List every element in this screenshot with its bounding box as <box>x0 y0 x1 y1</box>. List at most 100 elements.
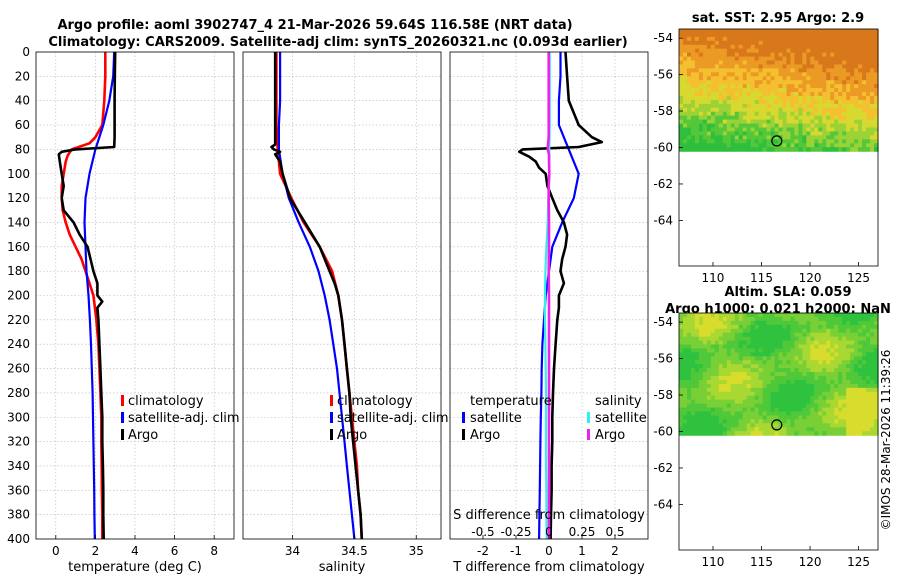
heatmap-cell <box>758 372 764 377</box>
x-tick-label: 34 <box>285 544 300 558</box>
heatmap-cell <box>798 313 803 318</box>
heatmap-cell <box>690 336 696 342</box>
heatmap-cell <box>754 313 760 318</box>
heatmap-cell <box>742 131 748 136</box>
heatmap-cell <box>714 127 720 133</box>
heatmap-cell <box>806 80 811 85</box>
heatmap-cell <box>714 431 720 436</box>
heatmap-cell <box>714 336 720 342</box>
heatmap-cell <box>826 360 831 365</box>
heatmap-cell <box>822 127 827 133</box>
heatmap-cell <box>710 29 716 34</box>
heatmap-cell <box>766 423 772 428</box>
heatmap-cell <box>746 395 752 401</box>
heatmap-cell <box>850 316 855 322</box>
heatmap-cell <box>854 395 859 401</box>
heatmap-cell <box>746 403 752 409</box>
heatmap-cell <box>830 88 835 93</box>
heatmap-cell <box>766 379 772 385</box>
heatmap-cell <box>698 88 704 93</box>
heatmap-cell <box>774 415 780 420</box>
temperature-legend-satellite: satellite-adj. clim <box>128 411 240 426</box>
heatmap-cell <box>754 95 760 101</box>
heatmap-cell <box>834 399 839 405</box>
heatmap-cell <box>702 391 708 397</box>
heatmap-cell <box>706 135 712 140</box>
heatmap-cell <box>822 60 827 66</box>
heatmap-cell <box>786 313 792 318</box>
heatmap-cell <box>830 360 835 365</box>
heatmap-cell <box>866 123 871 129</box>
heatmap-cell <box>750 423 756 428</box>
heatmap-cell <box>806 324 811 330</box>
heatmap-cell <box>874 395 879 401</box>
heatmap-cell <box>794 56 799 62</box>
heatmap-cell <box>702 52 708 58</box>
heatmap-cell <box>858 364 863 369</box>
heatmap-cell <box>778 32 784 38</box>
x-tick-label: 35 <box>409 544 424 558</box>
heatmap-cell <box>766 115 772 121</box>
heatmap-cell <box>826 139 831 144</box>
heatmap-cell <box>818 127 823 133</box>
heatmap-cell <box>738 88 744 93</box>
heatmap-cell <box>762 44 768 50</box>
heatmap-cell <box>702 411 708 417</box>
heatmap-cell <box>742 340 748 346</box>
heatmap-cell <box>682 40 688 46</box>
heatmap-cell <box>790 80 796 85</box>
heatmap-cell <box>726 364 732 369</box>
heatmap-cell <box>814 123 819 129</box>
heatmap-cell <box>738 364 744 369</box>
heatmap-cell <box>698 427 704 432</box>
heatmap-cell <box>742 139 748 144</box>
heatmap-cell <box>766 76 772 81</box>
heatmap-cell <box>702 324 708 330</box>
heatmap-cell <box>686 135 692 140</box>
heatmap-cell <box>774 368 780 373</box>
heatmap-cell <box>694 360 700 365</box>
heatmap-cell <box>818 147 823 152</box>
heatmap-cell <box>722 411 728 417</box>
heatmap-cell <box>826 119 831 125</box>
heatmap-cell <box>802 92 807 97</box>
heatmap-cell <box>866 411 871 417</box>
heatmap-cell <box>774 99 780 105</box>
heatmap-cell <box>758 44 764 50</box>
heatmap-cell <box>782 88 788 93</box>
heatmap-cell <box>830 103 835 109</box>
heatmap-cell <box>754 36 760 42</box>
heatmap-cell <box>726 48 732 54</box>
heatmap-cell <box>818 68 823 73</box>
heatmap-cell <box>866 111 871 117</box>
heatmap-cell <box>802 379 807 385</box>
heatmap-cell <box>830 119 835 125</box>
heatmap-cell <box>734 403 740 409</box>
heatmap-cell <box>750 320 756 326</box>
heatmap-cell <box>866 356 871 361</box>
heatmap-cell <box>818 379 823 385</box>
heatmap-cell <box>714 352 720 357</box>
heatmap-cell <box>870 423 875 428</box>
heatmap-cell <box>686 143 692 148</box>
heatmap-cell <box>810 40 815 46</box>
heatmap-cell <box>718 48 724 54</box>
heatmap-cell <box>874 344 879 350</box>
heatmap-cell <box>734 415 740 420</box>
heatmap-cell <box>722 415 728 420</box>
heatmap-cell <box>822 356 827 361</box>
heatmap-cell <box>802 60 807 66</box>
heatmap-cell <box>858 376 863 381</box>
heatmap-cell <box>718 316 724 322</box>
heatmap-cell <box>758 320 764 326</box>
heatmap-cell <box>802 427 807 432</box>
heatmap-cell <box>834 419 839 424</box>
heatmap-cell <box>858 127 863 133</box>
heatmap-cell <box>698 103 704 109</box>
heatmap-cell <box>679 115 684 121</box>
heatmap-cell <box>702 419 708 424</box>
heatmap-cell <box>862 92 867 97</box>
heatmap-cell <box>694 95 700 101</box>
heatmap-cell <box>679 372 684 377</box>
heatmap-cell <box>718 419 724 424</box>
